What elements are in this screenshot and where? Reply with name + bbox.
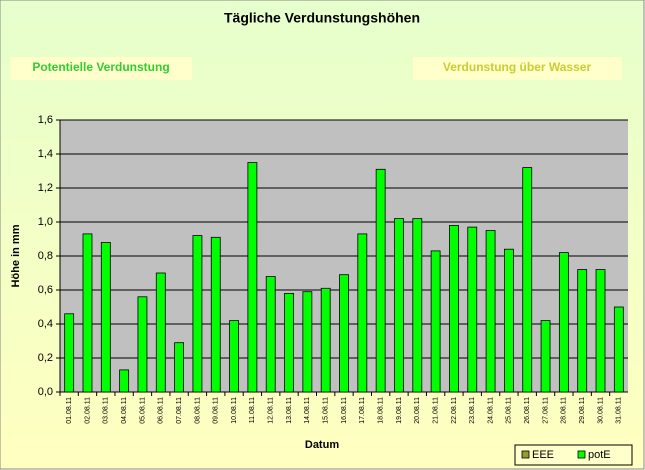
x-tick-label: 21.08.11 xyxy=(432,397,439,424)
bar xyxy=(485,230,496,393)
bar xyxy=(577,269,588,393)
y-tick-label: 0,2 xyxy=(38,352,53,364)
x-tick-label: 06.08.11 xyxy=(158,397,165,424)
bar xyxy=(192,235,203,393)
bar xyxy=(595,269,606,393)
y-tick-label: 1,6 xyxy=(38,114,53,126)
x-tick-label: 19.08.11 xyxy=(396,397,403,424)
y-tick-label: 0,6 xyxy=(38,284,53,296)
legend-swatch xyxy=(577,450,586,459)
x-tick-label: 07.08.11 xyxy=(176,397,183,424)
x-tick-label: 25.08.11 xyxy=(506,397,513,424)
bar xyxy=(229,320,239,393)
bar xyxy=(100,241,111,393)
x-tick-label: 17.08.11 xyxy=(359,397,366,424)
bar xyxy=(265,275,276,393)
x-axis-label: Datum xyxy=(305,439,339,451)
bar xyxy=(430,250,441,393)
bar xyxy=(320,287,331,393)
x-tick-label: 18.08.11 xyxy=(377,397,384,424)
y-tick-label: 0,4 xyxy=(38,318,53,330)
bar xyxy=(394,218,404,393)
bar xyxy=(82,233,93,393)
bar xyxy=(449,224,459,393)
x-tick-label: 04.08.11 xyxy=(121,397,128,424)
annotation: Potentielle Verdunstung xyxy=(32,60,169,74)
bar xyxy=(284,292,294,393)
x-tick-label: 14.08.11 xyxy=(304,397,311,424)
y-tick-label: 1,2 xyxy=(38,182,53,194)
bar xyxy=(137,296,148,393)
x-tick-label: 05.08.11 xyxy=(139,397,146,424)
y-axis-label: Höhe in mm xyxy=(10,224,22,287)
annotation-box xyxy=(10,57,192,80)
x-tick-label: 30.08.11 xyxy=(597,397,604,424)
x-tick-label: 08.08.11 xyxy=(194,397,201,424)
y-tick-label: 0,0 xyxy=(38,386,53,398)
bar xyxy=(155,272,166,393)
x-tick-label: 03.08.11 xyxy=(103,397,110,424)
x-tick-label: 10.08.11 xyxy=(231,397,238,424)
annotation: Verdunstung über Wasser xyxy=(443,60,592,74)
legend xyxy=(514,444,633,466)
x-tick-label: 24.08.11 xyxy=(487,397,494,424)
bar xyxy=(302,291,313,393)
x-tick-label: 28.08.11 xyxy=(561,397,568,424)
x-tick-label: 11.08.11 xyxy=(249,397,256,423)
x-tick-label: 12.08.11 xyxy=(268,397,275,424)
bar xyxy=(540,320,551,393)
x-tick-label: 27.08.11 xyxy=(542,397,549,424)
bar xyxy=(558,252,569,393)
bar xyxy=(375,168,386,393)
bar xyxy=(613,306,624,393)
annotation-box xyxy=(413,57,622,80)
x-tick-label: 29.08.11 xyxy=(579,397,586,424)
bar xyxy=(467,226,478,393)
bar xyxy=(412,218,423,393)
x-tick-label: 31.08.11 xyxy=(616,397,623,424)
bar xyxy=(339,274,349,393)
x-tick-label: 02.08.11 xyxy=(84,397,91,424)
bar xyxy=(247,162,258,393)
bar xyxy=(119,369,130,393)
x-tick-label: 16.08.11 xyxy=(341,397,348,424)
y-tick-label: 0,8 xyxy=(38,250,53,262)
x-tick-label: 20.08.11 xyxy=(414,397,421,424)
x-tick-label: 22.08.11 xyxy=(451,397,458,424)
bar xyxy=(64,313,75,393)
x-tick-label: 23.08.11 xyxy=(469,397,476,424)
bar xyxy=(357,233,368,393)
bar xyxy=(210,236,221,393)
chart-title: Tägliche Verdunstungshöhen xyxy=(224,10,420,26)
bar xyxy=(522,167,533,393)
x-tick-label: 09.08.11 xyxy=(213,397,220,424)
y-tick-label: 1,4 xyxy=(38,148,53,160)
legend-label: EEE xyxy=(532,449,554,461)
legend-label: potE xyxy=(588,449,611,461)
x-tick-label: 01.08.11 xyxy=(66,397,73,424)
x-tick-label: 13.08.11 xyxy=(286,397,293,424)
legend-swatch xyxy=(521,450,530,459)
x-tick-label: 26.08.11 xyxy=(524,397,531,424)
bar xyxy=(504,248,514,393)
y-tick-label: 1,0 xyxy=(38,216,53,228)
bar xyxy=(174,342,184,393)
x-tick-label: 15.08.11 xyxy=(323,397,330,424)
